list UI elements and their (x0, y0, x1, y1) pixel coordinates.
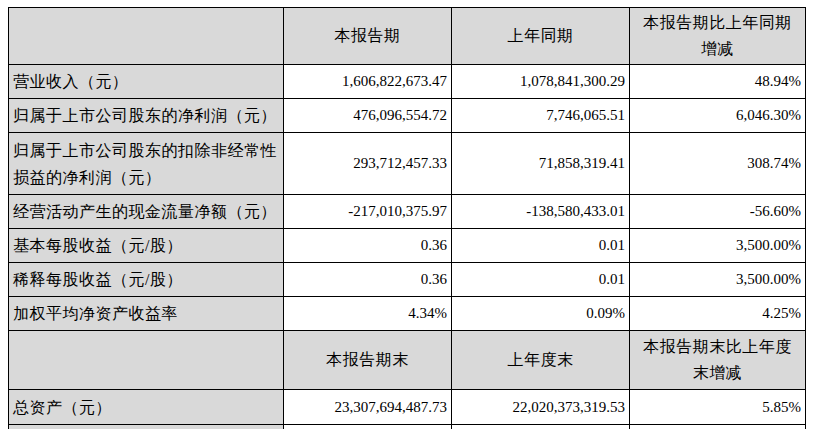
value-prior: 0.01 (452, 263, 630, 297)
table-row-weighted-avg-roe: 加权平均净资产收益率 4.34% 0.09% 4.25% (9, 297, 806, 331)
value-current: 1,606,822,673.47 (284, 65, 452, 99)
table-row-net-profit-excl-nonrecurring: 归属于上市公司股东的扣除非经常性损益的净利润（元） 293,712,457.33… (9, 133, 806, 195)
table-row-operating-revenue: 营业收入（元） 1,606,822,673.47 1,078,841,300.2… (9, 65, 806, 99)
value-current: 23,307,694,487.73 (284, 390, 452, 425)
corner-cell (9, 8, 284, 65)
value-current: 0.36 (284, 229, 452, 263)
value-change: -56.60% (630, 195, 806, 229)
row-label: 营业收入（元） (9, 65, 284, 99)
row-label: 总资产（元） (9, 390, 284, 425)
value-change: 308.74% (630, 133, 806, 195)
col-header-prior-year-end: 上年度末 (452, 331, 630, 390)
table-row-total-assets: 总资产（元） 23,307,694,487.73 22,020,373,319.… (9, 390, 806, 425)
row-label: 经营活动产生的现金流量净额（元） (9, 195, 284, 229)
col-header-period-change: 本报告期比上年同期增减 (630, 8, 806, 65)
value-change: 3,500.00% (630, 263, 806, 297)
corner-cell (9, 331, 284, 390)
col-header-period-end-change: 本报告期末比上年度末增减 (630, 331, 806, 390)
value-change: 4.25% (630, 297, 806, 331)
value-current: 293,712,457.33 (284, 133, 452, 195)
value-prior: 1,078,841,300.29 (452, 65, 630, 99)
value-change: 5.85% (630, 390, 806, 425)
col-header-period-end: 本报告期末 (284, 331, 452, 390)
value-prior: 71,858,319.41 (452, 133, 630, 195)
report-page: 本报告期 上年同期 本报告期比上年同期增减 营业收入（元） 1,606,822,… (0, 0, 813, 429)
period-header-row: 本报告期 上年同期 本报告期比上年同期增减 (9, 8, 806, 65)
row-label: 归属于上市公司股东的扣除非经常性损益的净利润（元） (9, 133, 284, 195)
row-label: 加权平均净资产收益率 (9, 297, 284, 331)
value-prior: -138,580,433.01 (452, 195, 630, 229)
table-row-net-profit: 归属于上市公司股东的净利润（元） 476,096,554.72 7,746,06… (9, 99, 806, 133)
value-prior: 0.09% (452, 297, 630, 331)
value-change: 6,046.30% (630, 99, 806, 133)
table-row-operating-cash-flow: 经营活动产生的现金流量净额（元） -217,010,375.97 -138,58… (9, 195, 806, 229)
value-prior: 7,746,065.51 (452, 99, 630, 133)
row-label: 归属于上市公司股东的净资产（元） (9, 425, 284, 429)
col-header-current-period: 本报告期 (284, 8, 452, 65)
row-label: 稀释每股收益（元/股） (9, 263, 284, 297)
table-row-diluted-eps: 稀释每股收益（元/股） 0.36 0.01 3,500.00% (9, 263, 806, 297)
value-current: 11,854,755,292.63 (284, 425, 452, 429)
table-row-basic-eps: 基本每股收益（元/股） 0.36 0.01 3,500.00% (9, 229, 806, 263)
value-current: 4.34% (284, 297, 452, 331)
financial-summary-table: 本报告期 上年同期 本报告期比上年同期增减 营业收入（元） 1,606,822,… (8, 7, 806, 429)
value-change: 10.73% (630, 425, 806, 429)
table-row-net-assets: 归属于上市公司股东的净资产（元） 11,854,755,292.63 10,70… (9, 425, 806, 429)
col-header-prior-period: 上年同期 (452, 8, 630, 65)
row-label: 基本每股收益（元/股） (9, 229, 284, 263)
row-label: 归属于上市公司股东的净利润（元） (9, 99, 284, 133)
value-change: 3,500.00% (630, 229, 806, 263)
value-prior: 0.01 (452, 229, 630, 263)
value-current: -217,010,375.97 (284, 195, 452, 229)
value-prior: 22,020,373,319.53 (452, 390, 630, 425)
value-current: 476,096,554.72 (284, 99, 452, 133)
period-end-header-row: 本报告期末 上年度末 本报告期末比上年度末增减 (9, 331, 806, 390)
value-current: 0.36 (284, 263, 452, 297)
value-prior: 10,705,622,439.84 (452, 425, 630, 429)
value-change: 48.94% (630, 65, 806, 99)
